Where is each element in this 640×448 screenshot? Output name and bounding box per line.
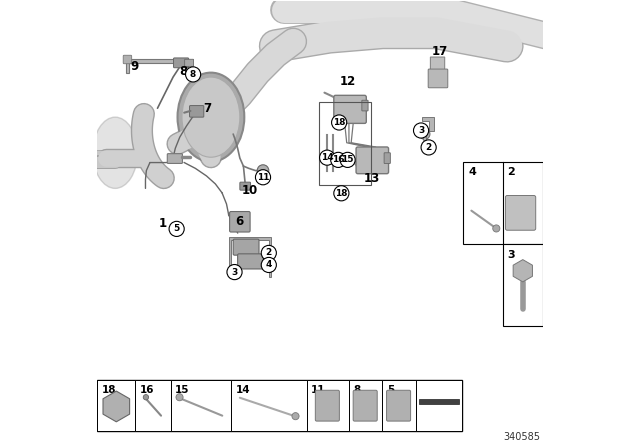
FancyBboxPatch shape — [230, 211, 250, 232]
Bar — [97, 380, 463, 431]
Text: 3: 3 — [508, 250, 515, 260]
Bar — [416, 380, 463, 431]
Polygon shape — [228, 237, 271, 277]
Polygon shape — [126, 59, 184, 73]
Bar — [463, 162, 543, 244]
Bar — [423, 134, 426, 140]
Text: 340585: 340585 — [504, 432, 540, 442]
Bar — [307, 380, 349, 431]
Bar — [231, 380, 307, 431]
Text: 12: 12 — [339, 75, 356, 88]
Text: 2: 2 — [508, 167, 515, 177]
Text: 14: 14 — [321, 153, 333, 162]
Text: 7: 7 — [204, 102, 212, 115]
Text: 5: 5 — [387, 385, 394, 395]
Bar — [382, 380, 416, 431]
Text: 15: 15 — [341, 155, 354, 164]
Text: 8: 8 — [353, 385, 361, 395]
Bar — [171, 380, 231, 431]
Bar — [97, 380, 135, 431]
Text: 18: 18 — [102, 385, 116, 395]
Circle shape — [332, 115, 347, 130]
Circle shape — [169, 221, 184, 237]
FancyBboxPatch shape — [185, 59, 193, 66]
Text: 9: 9 — [130, 60, 138, 73]
Text: 14: 14 — [236, 385, 250, 395]
Text: 18: 18 — [335, 189, 348, 198]
Ellipse shape — [182, 77, 240, 157]
FancyBboxPatch shape — [240, 182, 250, 190]
Ellipse shape — [93, 117, 138, 188]
Circle shape — [230, 268, 241, 279]
FancyBboxPatch shape — [356, 147, 388, 174]
Text: 16: 16 — [140, 385, 154, 395]
FancyBboxPatch shape — [428, 69, 448, 88]
Text: 1: 1 — [159, 217, 167, 230]
Polygon shape — [422, 117, 433, 130]
Text: 3: 3 — [232, 267, 237, 276]
Text: 13: 13 — [364, 172, 380, 185]
FancyBboxPatch shape — [387, 390, 411, 421]
FancyBboxPatch shape — [233, 239, 259, 255]
Text: 10: 10 — [242, 184, 258, 197]
FancyBboxPatch shape — [334, 95, 366, 123]
Circle shape — [227, 264, 242, 280]
Text: 15: 15 — [175, 385, 190, 395]
Text: 5: 5 — [173, 224, 180, 233]
Circle shape — [255, 170, 271, 185]
FancyBboxPatch shape — [173, 58, 189, 68]
Text: 4: 4 — [468, 167, 477, 177]
Polygon shape — [431, 57, 445, 82]
Circle shape — [186, 67, 201, 82]
Circle shape — [493, 225, 500, 232]
FancyBboxPatch shape — [506, 195, 536, 230]
FancyBboxPatch shape — [124, 55, 132, 64]
Circle shape — [292, 413, 299, 420]
FancyBboxPatch shape — [167, 154, 182, 164]
Circle shape — [143, 395, 148, 400]
Text: 11: 11 — [257, 173, 269, 182]
Circle shape — [261, 246, 276, 260]
Circle shape — [413, 123, 429, 138]
Circle shape — [261, 258, 276, 272]
FancyBboxPatch shape — [353, 390, 377, 421]
Circle shape — [340, 152, 355, 168]
Polygon shape — [419, 399, 459, 405]
Text: 8: 8 — [190, 70, 196, 79]
Ellipse shape — [177, 73, 244, 162]
FancyBboxPatch shape — [237, 254, 264, 269]
Circle shape — [319, 150, 335, 165]
Bar — [135, 380, 171, 431]
Bar — [349, 380, 382, 431]
FancyBboxPatch shape — [316, 390, 339, 421]
Text: 4: 4 — [266, 260, 272, 269]
Text: 16: 16 — [332, 155, 344, 164]
FancyBboxPatch shape — [384, 153, 390, 164]
Bar — [319, 103, 371, 185]
Circle shape — [257, 165, 269, 177]
FancyBboxPatch shape — [362, 100, 368, 111]
Circle shape — [331, 152, 346, 168]
Circle shape — [421, 140, 436, 155]
Bar — [503, 244, 543, 327]
Text: 2: 2 — [426, 143, 432, 152]
Text: 11: 11 — [311, 385, 326, 395]
Circle shape — [176, 394, 183, 401]
Text: 6: 6 — [235, 215, 243, 228]
Circle shape — [334, 186, 349, 201]
Text: 2: 2 — [266, 249, 272, 258]
FancyBboxPatch shape — [189, 106, 204, 117]
Circle shape — [419, 129, 430, 139]
Text: 17: 17 — [431, 45, 447, 58]
Text: 8: 8 — [179, 65, 188, 78]
Text: 18: 18 — [333, 118, 346, 127]
Text: 3: 3 — [418, 126, 424, 135]
